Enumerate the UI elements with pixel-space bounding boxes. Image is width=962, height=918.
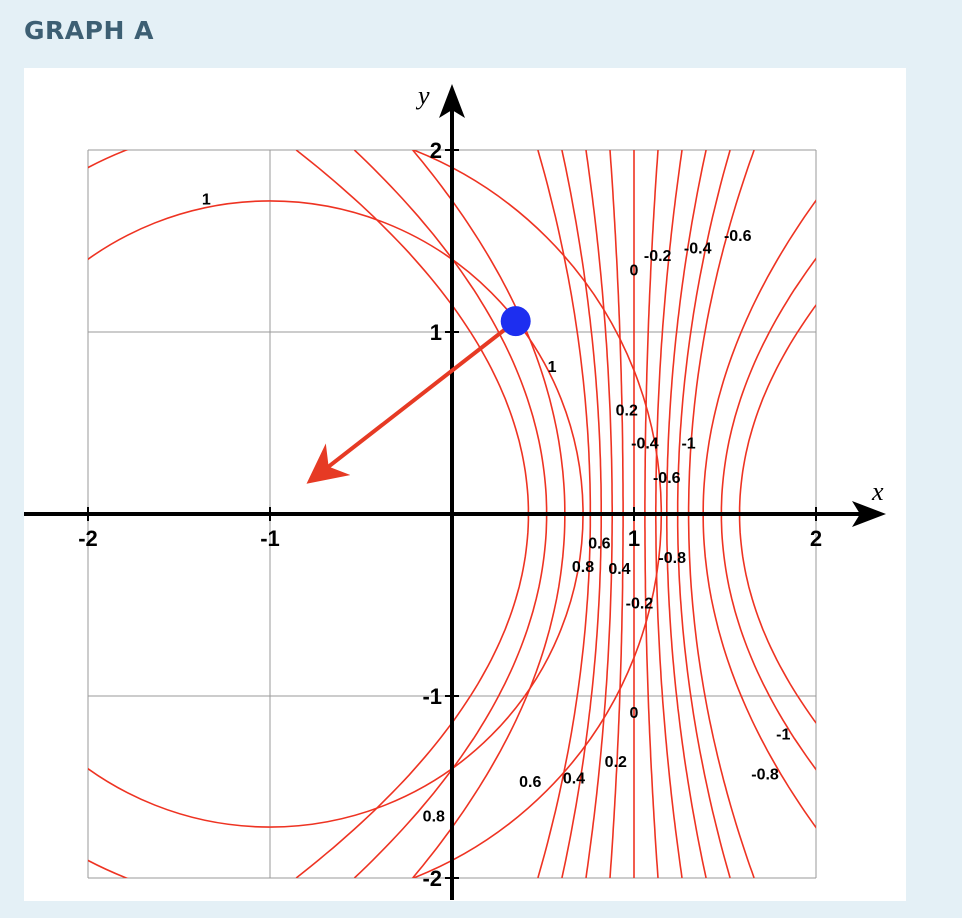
contour-label: 0.8: [423, 809, 445, 826]
plot-panel: [24, 68, 906, 901]
x-tick-label: 1: [628, 526, 640, 551]
contour-label: 1: [202, 192, 211, 209]
y-tick-label: -2: [422, 866, 442, 891]
contour-label: 1: [548, 359, 557, 376]
point-marker: [500, 306, 531, 337]
x-axis-label: x: [871, 477, 884, 506]
contour-label: 0.6: [519, 774, 541, 791]
tick-labels: -2 -1 1 2 2 1 -1 -2: [78, 138, 822, 891]
y-tick-label: -1: [422, 684, 442, 709]
contour-label: 0.2: [616, 403, 638, 420]
axes: xy: [24, 81, 886, 900]
contour-label: -1: [776, 727, 790, 744]
contour-label: -0.6: [653, 470, 681, 487]
contour-label: 0.4: [608, 561, 630, 578]
x-axis-arrowhead: [852, 501, 886, 527]
contour-label: -0.8: [751, 767, 779, 784]
gradient-arrow: [306, 319, 517, 484]
contour-label: 0: [630, 705, 639, 722]
y-tick-label: 2: [430, 138, 442, 163]
graph-heading: GRAPH A: [24, 16, 154, 45]
contour-labels: 1 1 0 -0.2 -0.4 -0.6 0.2 -0.4 -1 -0.6 0.6 0.8 0.4 -0.…: [202, 192, 791, 826]
gradient-vector: [306, 306, 531, 484]
contour-label: -0.4: [684, 241, 712, 258]
contour-label: 0.6: [588, 536, 610, 553]
contour-label: -0.2: [626, 596, 654, 613]
y-axis-label: y: [415, 81, 430, 110]
x-tick-label: -2: [78, 526, 98, 551]
x-tick-label: -1: [260, 526, 280, 551]
contour-label: 0.4: [563, 770, 585, 787]
x-tick-label: 2: [810, 526, 822, 551]
contour-label: -1: [681, 435, 695, 452]
contour-label: 0.2: [605, 754, 627, 771]
contour-label: -0.8: [658, 550, 686, 567]
y-axis-arrowhead: [439, 84, 465, 118]
contour-label: -0.2: [644, 248, 672, 265]
contour-label: 0.8: [572, 559, 594, 576]
contour-label: -0.4: [631, 435, 659, 452]
contour-label: -0.6: [724, 228, 752, 245]
y-tick-label: 1: [430, 320, 442, 345]
contour-label: 0: [630, 263, 639, 280]
